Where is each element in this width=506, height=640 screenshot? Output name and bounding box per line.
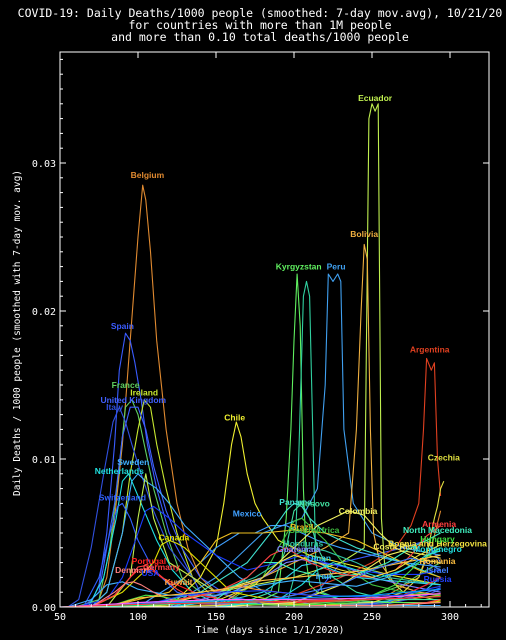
country-label-7: Sweden [117,457,149,467]
country-label-17: Panama [279,497,312,507]
x-tick-label-2: 150 [207,612,225,623]
country-label-37: Germany [143,562,180,572]
series-line-18 [137,502,441,608]
country-label-16: Mexico [233,509,262,519]
country-label-25: Oman [307,553,331,563]
country-label-24: Canada [159,532,190,542]
country-label-5: Italy [106,402,123,412]
y-tick-label-0: 0.00 [32,603,56,614]
x-axis-title: Time (days since 1/1/2020) [196,625,345,636]
series-line-13 [106,103,441,608]
country-label-27: Costa Rica [373,541,417,551]
country-label-6: Chile [224,413,245,423]
country-label-33: Romania [420,556,456,566]
country-label-8: Netherlands [95,466,144,476]
series-line-26 [169,562,441,608]
country-label-9: Switzerland [99,492,146,502]
country-label-36: Portugal [132,556,166,566]
country-label-1: Spain [111,321,134,331]
series-line-28 [75,505,441,608]
chart-title: COVID-19: Daily Deaths/1000 people (smoo… [18,6,503,20]
country-label-31: Hungary [420,534,455,544]
x-tick-label-1: 100 [129,612,147,623]
country-label-30: Bosnia and Herzegovina [388,538,487,548]
series-line-11 [285,280,342,608]
plot-frame [59,51,490,608]
country-label-11: Peru [327,262,346,272]
country-label-14: Argentina [410,344,450,354]
country-label-39: Kuwait [165,577,193,587]
x-tick-label-5: 300 [441,612,459,623]
country-label-3: Ireland [130,387,158,397]
series-lines [59,103,445,608]
series-line-15 [215,357,442,608]
x-tick-label-4: 250 [363,612,381,623]
series-line-25 [67,547,441,608]
series-line-35 [137,525,441,608]
series-line-19 [231,502,441,608]
country-label-32: Montenegro [413,544,462,554]
series-line-21 [106,529,441,608]
series-line-20 [153,510,441,608]
country-label-34: Israel [426,565,448,575]
chart-subtitle-line-2: and more than 0.10 total deaths/1000 peo… [111,30,409,44]
chart-subtitle-line-1: for countries with more than 1M people [128,18,391,32]
y-tick-label-2: 0.02 [32,307,56,318]
series-line-9 [153,421,441,608]
series-line-43 [59,593,441,608]
series-line-0 [75,184,442,608]
y-tick-label-3: 0.03 [32,159,56,170]
y-tick-label-1: 0.01 [32,455,56,466]
country-label-4: United Kingdom [100,395,166,405]
series-line-12 [168,273,441,608]
y-axis-title: Daily Deaths / 1000 people (smoothed wit… [12,170,23,496]
series-line-41 [106,585,441,608]
series-line-39 [106,554,441,608]
country-label-19: Colombia [339,506,378,516]
country-label-12: Ecuador [358,93,393,103]
country-label-10: Kyrgyzstan [276,262,322,272]
series-line-24 [169,559,441,608]
country-label-21: South Africa [289,525,339,535]
x-tick-label-3: 200 [285,612,303,623]
series-line-34 [137,532,441,608]
country-label-15: Czechia [428,453,460,463]
country-label-18: Kosovo [299,498,330,508]
series-line-1 [75,332,442,608]
country-label-38: Denmark [115,565,152,575]
country-label-0: Belgium [131,170,165,180]
country-label-35: Russia [424,574,452,584]
series-line-36 [137,544,441,608]
country-label-22: Honduras [284,538,324,548]
series-line-38 [215,550,441,608]
country-label-13: Bolivia [350,229,378,239]
x-tick-label-0: 50 [54,612,66,623]
country-label-29: North Macedonia [403,525,472,535]
series-line-17 [137,525,441,608]
country-label-2: France [112,380,140,390]
country-label-28: Armenia [422,519,456,529]
country-label-26: Iran [316,571,332,581]
country-label-40: USA [142,568,160,578]
axes: 50 100 150 200 250 300 0.00 0.01 0.02 0.03 [32,51,490,623]
country-label-20: Brazil [290,522,313,532]
country-label-23: Guatemala [277,544,321,554]
